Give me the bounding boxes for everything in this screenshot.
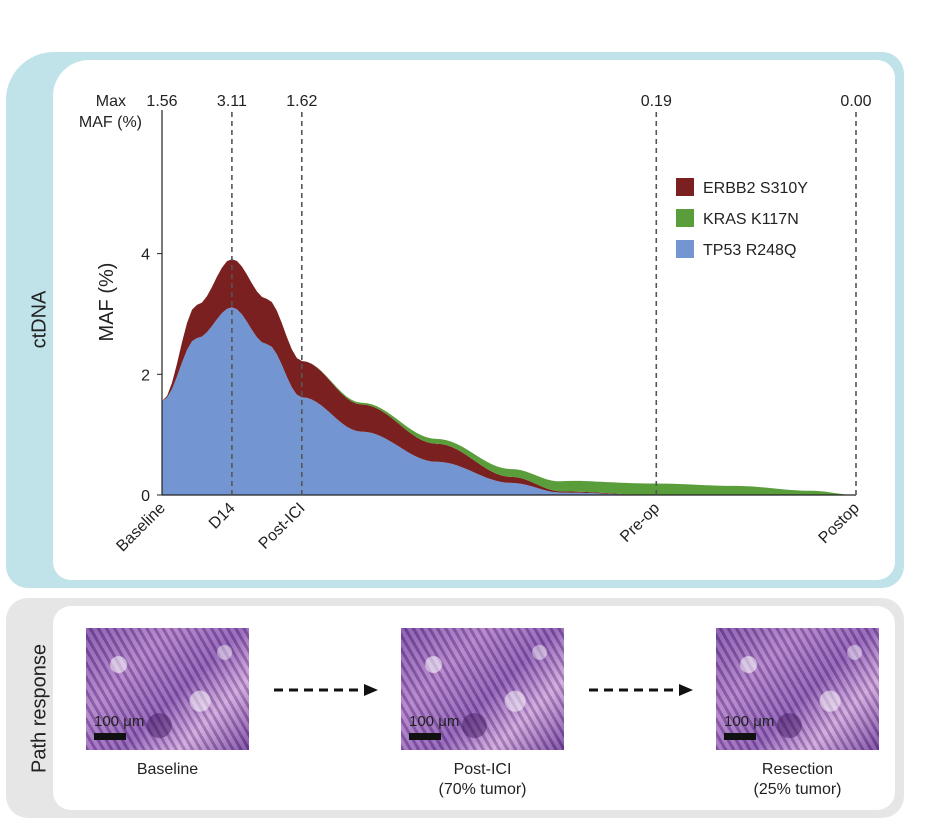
- legend-label: ERBB2 S310Y: [703, 180, 808, 197]
- dashed-arrow-icon: [274, 684, 378, 696]
- x-tick-label: Post-ICI: [256, 500, 309, 553]
- scale-bar-label: 100 μm: [94, 713, 145, 730]
- y-tick-label: 0: [141, 488, 150, 505]
- y-tick-label: 2: [141, 367, 150, 384]
- max-maf-label: MAF (%): [79, 114, 142, 131]
- caption-line: Resection: [761, 761, 834, 778]
- legend-label: KRAS K117N: [703, 211, 799, 228]
- legend-label: TP53 R248Q: [703, 242, 796, 259]
- max-maf-label: Max: [96, 93, 126, 110]
- scale-bar-label: 100 μm: [724, 713, 775, 730]
- x-tick-label: Postop: [816, 500, 863, 547]
- caption-line: Post-ICI: [453, 761, 512, 778]
- scale-bar: [724, 733, 756, 740]
- scale-bar: [94, 733, 126, 740]
- legend-swatch: [676, 209, 694, 227]
- scale-bar-label: 100 μm: [409, 713, 460, 730]
- y-axis-label: MAF (%): [96, 263, 118, 342]
- max-maf-value: 0.19: [641, 93, 672, 110]
- caption-resection: Resection (25% tumor): [716, 760, 879, 800]
- ctdna-panel: [6, 52, 904, 588]
- area-series-tp53-r248q: [162, 307, 856, 495]
- y-tick-label: 4: [141, 247, 150, 264]
- area-series-erbb2-s310y: [162, 259, 856, 495]
- scale-bar: [409, 733, 441, 740]
- caption-post-ici: Post-ICI (70% tumor): [401, 760, 564, 800]
- legend-swatch: [676, 178, 694, 196]
- x-tick-label: D14: [206, 500, 239, 533]
- histology-image-post-ici: 100 μm: [401, 628, 564, 750]
- max-maf-value: 1.62: [286, 93, 317, 110]
- dashed-arrow-icon: [589, 684, 693, 696]
- legend-swatch: [676, 240, 694, 258]
- x-tick-label: Baseline: [113, 500, 168, 555]
- caption-line: (70% tumor): [438, 781, 527, 798]
- caption-baseline: Baseline: [86, 760, 249, 780]
- path-response-panel-label: Path response: [28, 644, 51, 773]
- histology-image-baseline: 100 μm: [86, 628, 249, 750]
- max-maf-value: 3.11: [217, 93, 247, 110]
- caption-line: Baseline: [136, 761, 199, 778]
- histology-image-resection: 100 μm: [716, 628, 879, 750]
- max-maf-value: 0.00: [840, 93, 871, 110]
- max-maf-value: 1.56: [146, 93, 177, 110]
- x-tick-label: Pre-op: [617, 500, 663, 546]
- caption-line: (25% tumor): [753, 781, 842, 798]
